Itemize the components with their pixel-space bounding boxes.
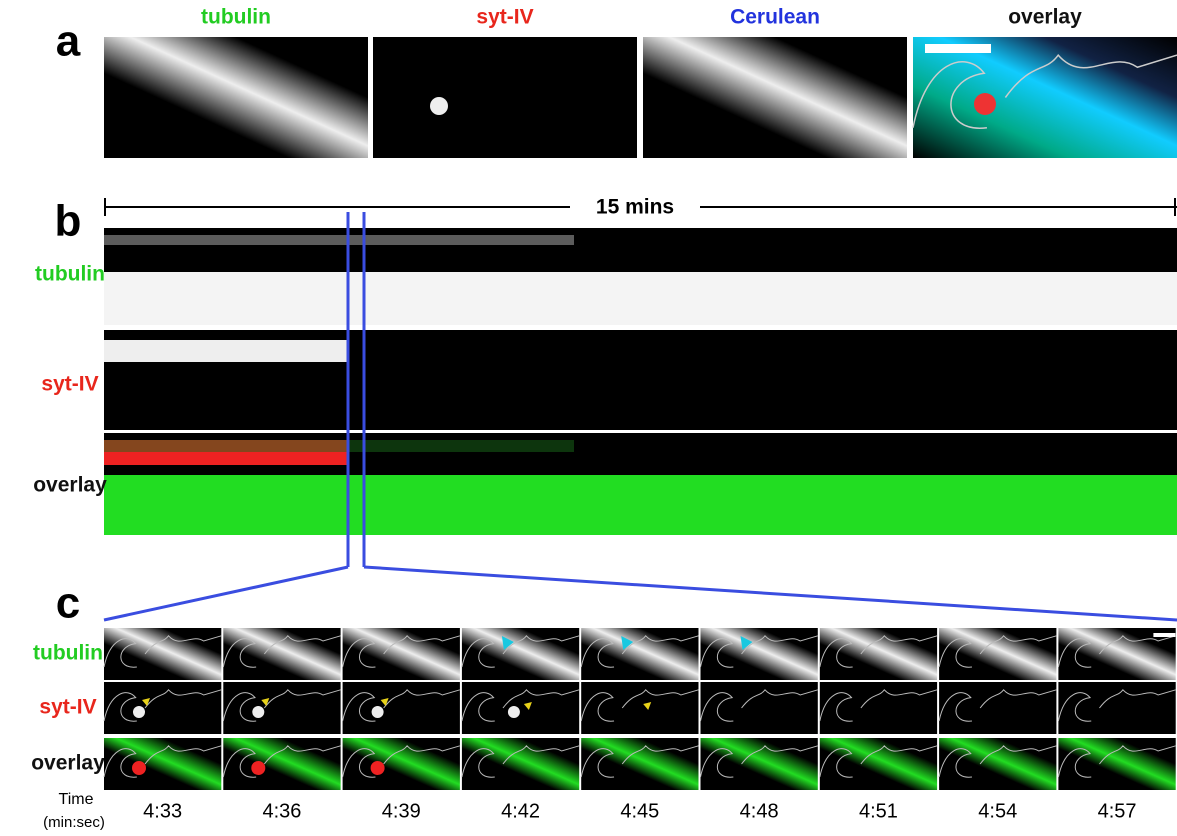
row-label: tubulin <box>35 263 105 286</box>
time-label: 4:42 <box>501 800 540 822</box>
micrograph <box>104 37 368 158</box>
panel-label: b <box>55 197 82 246</box>
time-label: 4:33 <box>143 800 182 822</box>
kymograph-band <box>104 235 574 245</box>
spot <box>372 706 384 718</box>
kymograph-band <box>104 475 1177 535</box>
duration: 15 mins <box>596 196 674 219</box>
channel-title: tubulin <box>201 6 271 29</box>
micrograph <box>373 37 637 158</box>
spot <box>252 706 264 718</box>
row-label: overlay <box>31 752 105 775</box>
time-unit: (min:sec) <box>43 814 105 831</box>
time-label: 4:51 <box>859 800 898 822</box>
spot <box>251 761 265 775</box>
row-label: syt-IV <box>39 696 96 719</box>
spot <box>974 93 996 115</box>
time-label: 4:45 <box>620 800 659 822</box>
panel-label: c <box>56 579 80 628</box>
kymograph-band <box>104 272 1177 325</box>
spot <box>508 706 520 718</box>
spot <box>133 706 145 718</box>
channel-title: syt-IV <box>476 6 533 29</box>
time-label: 4:39 <box>382 800 421 822</box>
kymograph-band <box>104 340 348 362</box>
kymograph-band <box>104 440 574 452</box>
time-label: 4:48 <box>740 800 779 822</box>
time-label: 4:57 <box>1098 800 1137 822</box>
spot <box>430 97 448 115</box>
spot <box>132 761 146 775</box>
channel-title: Cerulean <box>730 6 820 29</box>
time-label: 4:54 <box>978 800 1017 822</box>
spot <box>371 761 385 775</box>
row-label: tubulin <box>33 642 103 665</box>
row-label: overlay <box>33 474 107 497</box>
panel-label: a <box>56 17 81 66</box>
row-label: syt-IV <box>41 373 98 396</box>
micrograph <box>643 37 907 158</box>
time-label: 4:36 <box>262 800 301 822</box>
time-title: Time <box>59 791 94 808</box>
channel-title: overlay <box>1008 6 1082 29</box>
scale-bar <box>1153 633 1175 637</box>
figure: a b c 15 mins tubulin syt-IV Cerulean overl… <box>0 0 1177 836</box>
scale-bar <box>925 44 991 53</box>
